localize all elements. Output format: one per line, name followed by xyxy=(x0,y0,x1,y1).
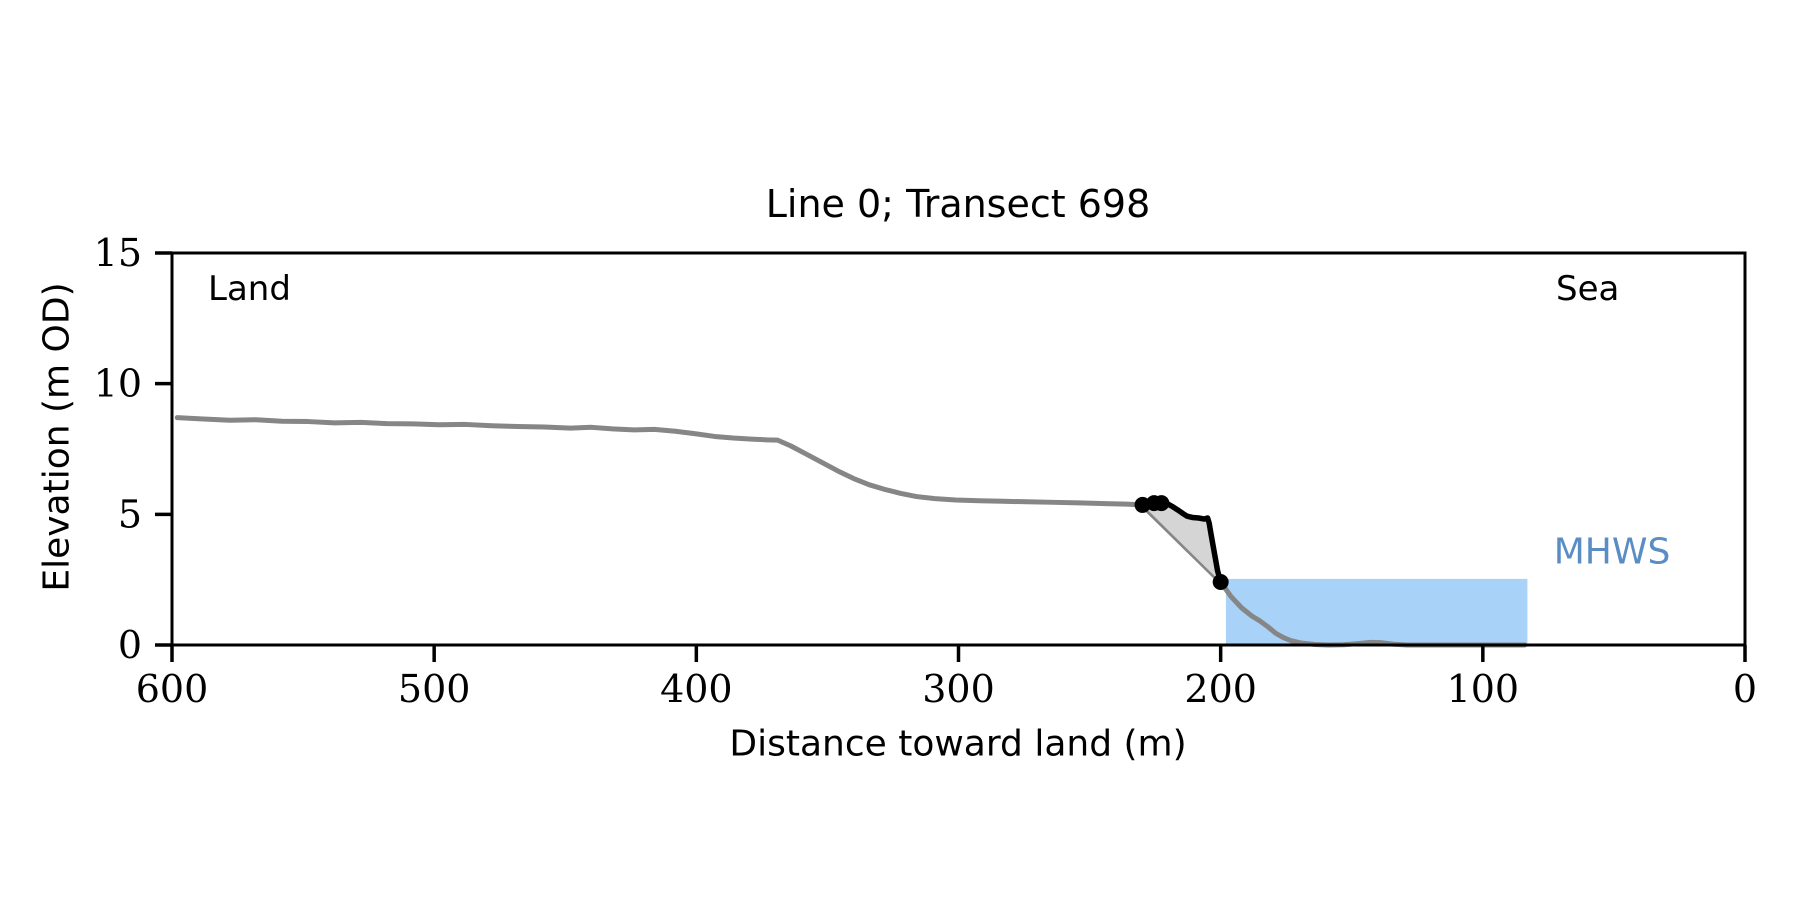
y-tick-label: 0 xyxy=(118,623,142,667)
sea-annotation: Sea xyxy=(1556,269,1620,309)
profile-marker-dot xyxy=(1153,495,1170,512)
land-annotation: Land xyxy=(208,269,291,309)
x-axis-label: Distance toward land (m) xyxy=(729,723,1187,765)
x-tick-label: 300 xyxy=(922,667,995,711)
chart-title: Line 0; Transect 698 xyxy=(765,182,1151,226)
y-tick-label: 10 xyxy=(94,362,142,406)
y-axis-label: Elevation (m OD) xyxy=(36,282,78,592)
mhws-water-rect xyxy=(1225,578,1528,645)
profile-marker-dot xyxy=(1212,574,1229,591)
x-tick-label: 500 xyxy=(398,667,471,711)
mhws-label: MHWS xyxy=(1553,531,1671,573)
x-tick-label: 400 xyxy=(660,667,733,711)
cliff-erosion-wedge xyxy=(1142,502,1221,583)
y-tick-label: 5 xyxy=(118,492,142,536)
x-tick-label: 100 xyxy=(1447,667,1520,711)
x-tick-label: 600 xyxy=(136,667,209,711)
y-tick-label: 15 xyxy=(94,231,142,275)
x-tick-label: 200 xyxy=(1184,667,1257,711)
x-tick-label: 0 xyxy=(1733,667,1757,711)
